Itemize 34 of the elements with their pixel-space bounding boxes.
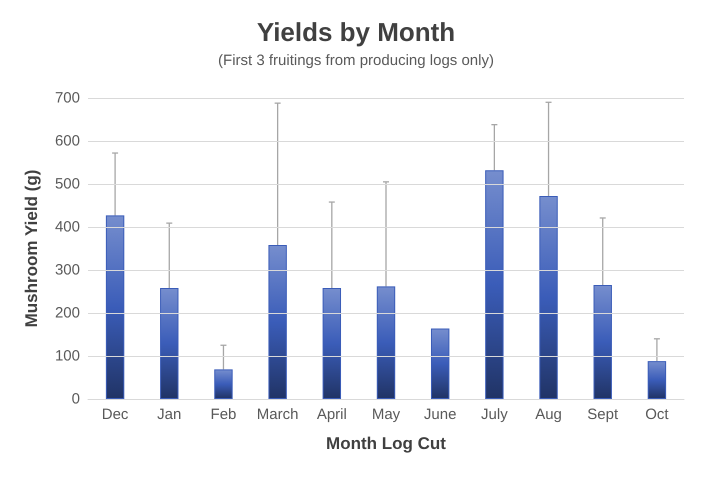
x-tick-label: Sept [587, 406, 619, 423]
y-tick-label: 600 [54, 132, 80, 150]
bar [539, 196, 558, 399]
x-tick-label: June [424, 406, 456, 423]
y-tick-label: 400 [54, 218, 80, 236]
y-tick-label: 200 [54, 304, 80, 322]
x-tick-label: March [256, 406, 298, 423]
chart-subtitle: (First 3 fruitings from producing logs only) [218, 52, 494, 69]
x-tick-label: Oct [645, 406, 670, 423]
x-tick-label: Aug [535, 406, 562, 423]
bar [322, 288, 342, 399]
bar [648, 361, 666, 399]
x-tick-label: April [316, 406, 347, 423]
bar [106, 215, 124, 399]
x-tick-label: Jan [157, 406, 182, 423]
bar [268, 245, 287, 399]
x-tick-label: Dec [102, 406, 129, 423]
x-tick-label: Feb [210, 406, 236, 423]
y-tick-label: 500 [54, 176, 80, 192]
y-tick-label: 300 [54, 262, 80, 278]
x-tick-label: July [481, 406, 508, 423]
chart-title: Yields by Month [256, 17, 456, 47]
y-tick-label: 100 [54, 348, 80, 364]
bar [214, 369, 233, 399]
x-axis-title: Month Log Cut [326, 434, 446, 453]
y-tick-label: 700 [54, 90, 80, 106]
bar [594, 285, 612, 399]
bar [485, 170, 504, 399]
bar [160, 288, 178, 399]
bar [430, 328, 450, 399]
bar [376, 286, 396, 399]
x-tick-label: May [372, 406, 401, 423]
y-axis-title: Mushroom Yield (g) [22, 170, 41, 328]
y-tick-label: 0 [72, 390, 80, 408]
